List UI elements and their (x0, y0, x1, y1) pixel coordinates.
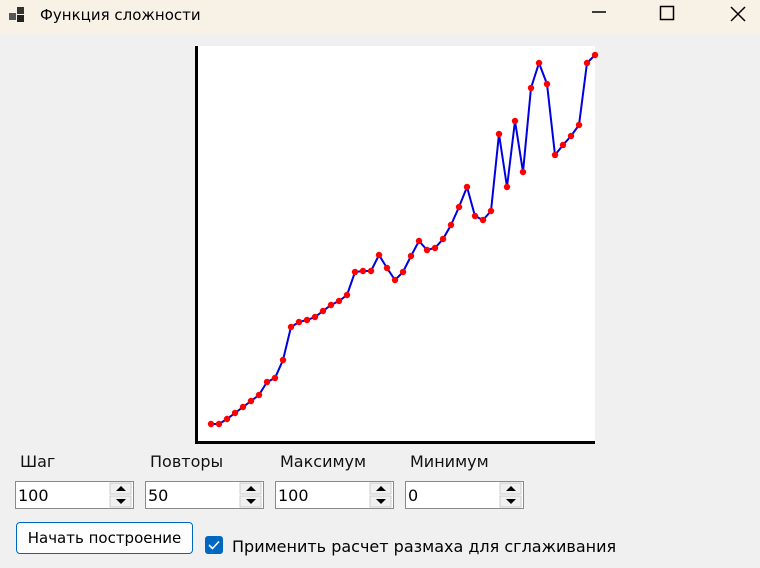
start-button[interactable]: Начать построение (16, 522, 193, 554)
numeric-input[interactable]: 100 (275, 481, 394, 509)
data-point (487, 207, 495, 215)
data-point (215, 420, 223, 428)
data-point (567, 132, 575, 140)
data-point (535, 59, 543, 67)
data-point (495, 130, 503, 138)
field-label: Повторы (150, 452, 224, 471)
data-point (359, 267, 367, 275)
field-label: Шаг (20, 452, 56, 471)
data-point (455, 203, 463, 211)
check-mark (208, 540, 220, 550)
data-point (431, 244, 439, 252)
window-title: Функция сложности (40, 6, 201, 24)
plot-area (197, 46, 595, 441)
data-point (543, 80, 551, 88)
data-point (375, 251, 383, 259)
data-point (503, 183, 511, 191)
field-label: Минимум (410, 452, 489, 471)
data-point (551, 151, 559, 159)
app-icon (9, 7, 24, 22)
checkbox-label[interactable]: Применить расчет размаха для сглаживания (232, 537, 617, 556)
data-point (423, 246, 431, 254)
data-point (239, 403, 247, 411)
checkbox[interactable] (205, 536, 223, 554)
data-point (255, 391, 263, 399)
input-value: 100 (18, 486, 49, 505)
numeric-input[interactable]: 100 (15, 481, 134, 509)
minimize-button[interactable] (576, 0, 622, 34)
data-point (519, 168, 527, 176)
title-bar: Функция сложности (0, 0, 760, 34)
data-point (415, 237, 423, 245)
numeric-input[interactable]: 0 (405, 481, 524, 509)
data-point (327, 301, 335, 309)
data-point (511, 117, 519, 125)
data-point (583, 59, 591, 67)
data-point (351, 268, 359, 276)
data-point (575, 121, 583, 129)
input-value: 50 (148, 486, 169, 505)
data-point (479, 216, 487, 224)
data-point (407, 252, 415, 260)
data-point (247, 397, 255, 405)
spin-buttons[interactable] (369, 482, 393, 508)
numeric-input[interactable]: 50 (145, 481, 264, 509)
data-point (279, 356, 287, 364)
data-point (367, 267, 375, 275)
data-point (383, 264, 391, 272)
data-point (207, 420, 215, 428)
data-point (295, 318, 303, 326)
data-point (559, 141, 567, 149)
field-label: Максимум (280, 452, 367, 471)
data-point (223, 415, 231, 423)
data-point (439, 235, 447, 243)
data-point (231, 409, 239, 417)
window-buttons (576, 0, 760, 34)
data-point (319, 307, 327, 315)
spin-buttons[interactable] (109, 482, 133, 508)
data-point (399, 268, 407, 276)
data-point (263, 378, 271, 386)
data-point (527, 84, 535, 92)
input-value: 100 (278, 486, 309, 505)
spin-buttons[interactable] (239, 482, 263, 508)
data-point (311, 313, 319, 321)
data-point (335, 297, 343, 305)
close-button[interactable] (714, 0, 760, 34)
chart (195, 46, 599, 444)
data-point (303, 316, 311, 324)
spin-buttons[interactable] (499, 482, 523, 508)
data-point (471, 212, 479, 220)
data-point (271, 374, 279, 382)
data-point (287, 323, 295, 331)
data-point (463, 183, 471, 191)
data-point (591, 51, 599, 59)
maximize-button[interactable] (636, 0, 682, 34)
data-point (447, 221, 455, 229)
data-point (343, 291, 351, 299)
data-point (391, 276, 399, 284)
input-value: 0 (408, 486, 419, 505)
